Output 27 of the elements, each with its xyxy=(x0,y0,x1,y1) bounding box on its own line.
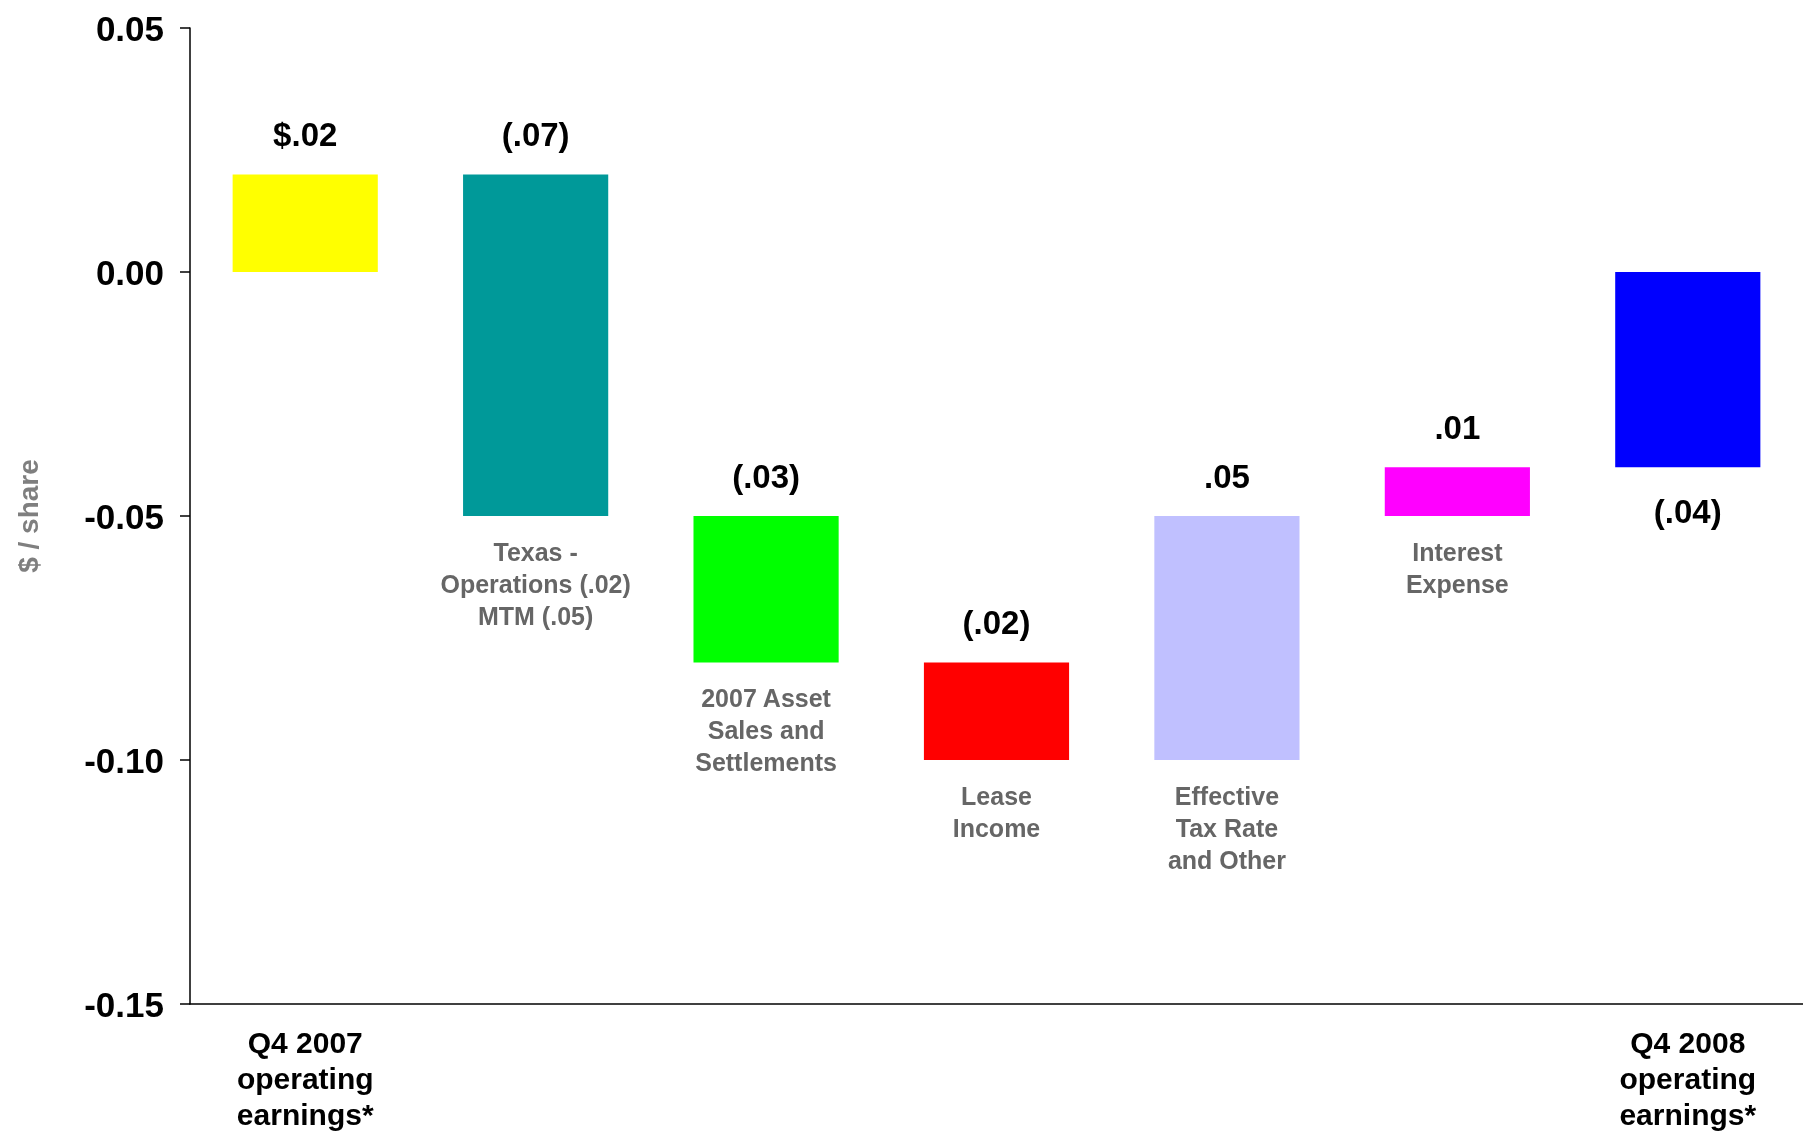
y-tick-label: -0.05 xyxy=(84,496,164,536)
data-label: (.02) xyxy=(962,603,1031,641)
y-tick-label: -0.10 xyxy=(84,740,164,780)
bar xyxy=(923,662,1070,760)
data-label: (.03) xyxy=(732,457,800,495)
data-label: (.04) xyxy=(1653,492,1722,530)
y-tick-label: 0.00 xyxy=(95,252,164,292)
data-label: $.02 xyxy=(273,115,338,153)
data-label: .05 xyxy=(1203,457,1250,495)
bar xyxy=(1154,516,1300,760)
x-tick-label: Q4 2008 operating earnings* xyxy=(1619,1025,1757,1131)
y-tick-label: -0.15 xyxy=(84,984,164,1024)
x-tick-label: Interest Expense xyxy=(1405,538,1509,598)
bar xyxy=(1615,272,1761,468)
x-tick-label: Q4 2007 operating earnings* xyxy=(236,1025,374,1131)
bar xyxy=(1384,467,1530,516)
data-label: .01 xyxy=(1434,408,1481,446)
y-tick-label: 0.05 xyxy=(95,8,164,48)
y-axis-title: $ / share xyxy=(12,459,44,573)
bar xyxy=(693,516,839,663)
x-tick-label: 2007 Asset Sales and Settlements xyxy=(695,684,837,777)
x-tick-label: Lease Income xyxy=(952,782,1041,842)
bar xyxy=(232,174,378,272)
x-tick-label: Effective Tax Rate and Other xyxy=(1167,782,1287,874)
bar xyxy=(463,174,609,516)
x-tick-label: Texas - Operations (.02) MTM (.05) xyxy=(440,538,631,630)
data-label: (.07) xyxy=(501,115,570,153)
